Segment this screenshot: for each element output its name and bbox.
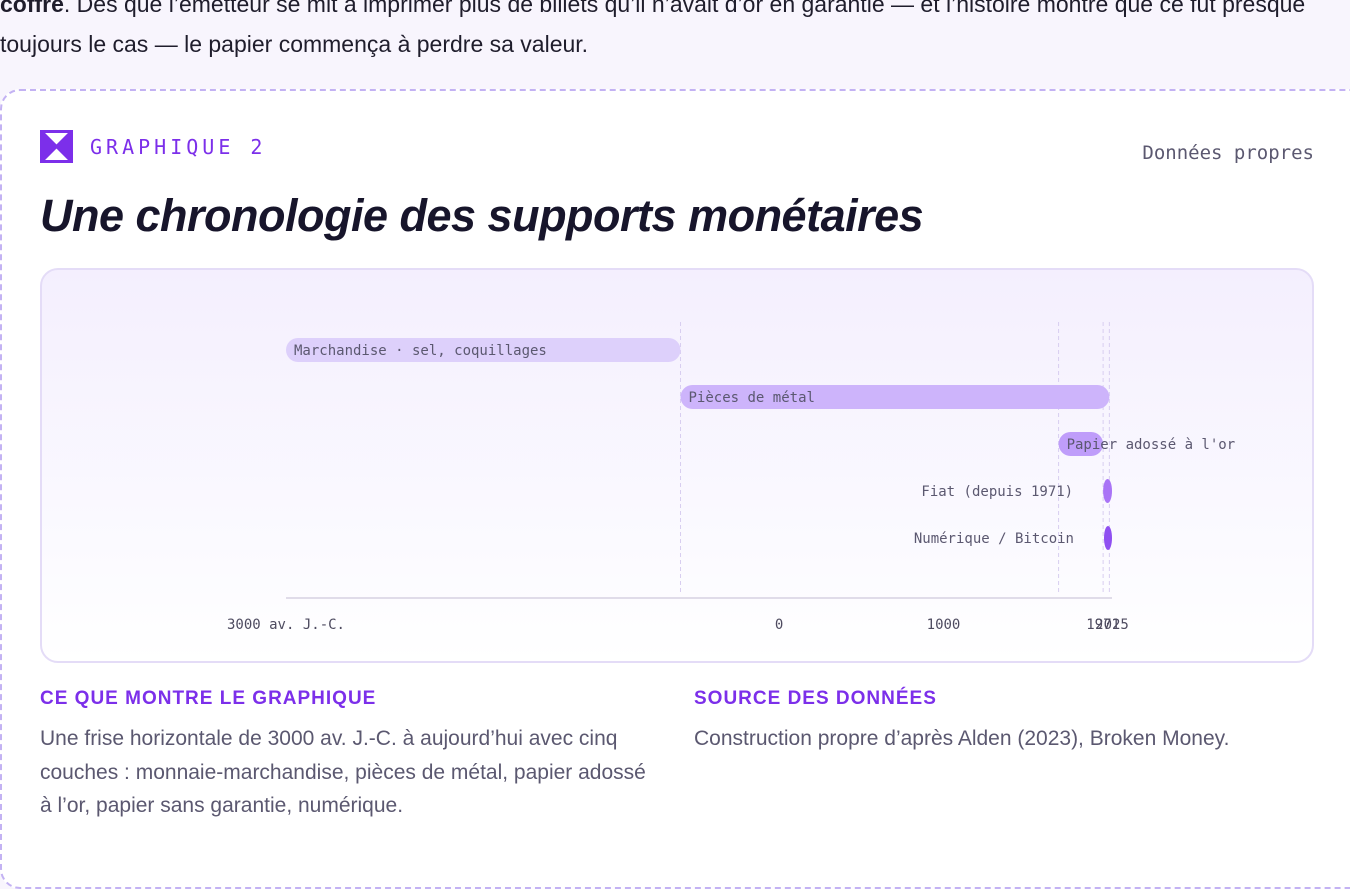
- intro-strong: coffre: [0, 0, 64, 17]
- x-tick-label: 1000: [927, 617, 961, 633]
- timeline-bar-label: Numérique / Bitcoin: [914, 531, 1074, 547]
- description-text: Une frise horizontale de 3000 av. J.-C. …: [40, 727, 646, 817]
- timeline-bar: [680, 385, 1110, 409]
- chart-description: CE QUE MONTRE LE GRAPHIQUE Une frise hor…: [40, 688, 650, 823]
- timeline-chart: Marchandise · sel, coquillages Pièces de …: [227, 322, 1236, 633]
- chart-plot-area: Marchandise · sel, coquillages Pièces de …: [40, 268, 1314, 663]
- x-tick-label: 3000 av. J.-C.: [227, 617, 345, 633]
- chart-title: Une chronologie des supports monétaires: [40, 190, 924, 241]
- intro-paragraph: coffre. Dès que l’émetteur se mit à impr…: [0, 0, 1340, 64]
- timeline-bar-label: Pièces de métal: [689, 390, 815, 406]
- timeline-bar-label: Fiat (depuis 1971): [921, 484, 1073, 500]
- timeline-bar: [286, 338, 681, 362]
- intro-text: . Dès que l’émetteur se mit à imprimer p…: [0, 0, 1306, 57]
- description-heading: CE QUE MONTRE LE GRAPHIQUE: [40, 688, 377, 709]
- source-text: Construction propre d’après Alden (2023)…: [694, 727, 1230, 750]
- source-tag: Données propres: [1142, 142, 1314, 164]
- timeline-bar: [1104, 526, 1112, 550]
- x-tick-label: 2025: [1095, 617, 1129, 633]
- source-heading: SOURCE DES DONNÉES: [694, 688, 937, 709]
- timeline-bar: [1058, 432, 1104, 456]
- timeline-bar: [1103, 479, 1112, 503]
- hourglass-x-icon: [40, 130, 73, 163]
- timeline-bar-label: Papier adossé à l'or: [1067, 437, 1236, 453]
- figure-label: GRAPHIQUE 2: [90, 134, 267, 159]
- timeline-bar-label: Marchandise · sel, coquillages: [294, 343, 547, 359]
- x-tick-label: 1971: [1086, 617, 1120, 633]
- data-source: SOURCE DES DONNÉES Construction propre d…: [694, 688, 1304, 756]
- figure-badge: GRAPHIQUE 2: [40, 130, 266, 163]
- x-tick-label: 0: [775, 617, 783, 633]
